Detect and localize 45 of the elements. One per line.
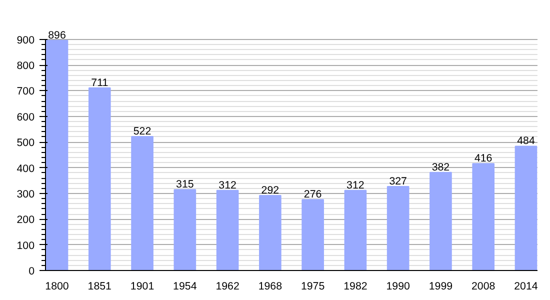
- bar: [131, 136, 154, 270]
- bar: [344, 190, 367, 270]
- data-label: 896: [48, 29, 66, 42]
- x-tick-label: 2008: [472, 280, 496, 292]
- x-tick-label: 1990: [386, 280, 410, 292]
- bar: [174, 189, 196, 270]
- data-label: 312: [218, 179, 237, 192]
- bar: [302, 199, 324, 270]
- x-tick-label: 1975: [300, 280, 325, 292]
- bar: [386, 186, 410, 270]
- y-tick-label: 200: [16, 214, 35, 226]
- bar: [259, 195, 282, 270]
- bar: [472, 163, 495, 270]
- data-label: 292: [261, 184, 280, 197]
- data-label: 484: [517, 135, 535, 148]
- data-label: 382: [432, 161, 450, 174]
- x-tick-label: 1968: [258, 280, 282, 292]
- y-tick-label: 0: [28, 266, 35, 278]
- x-tick-label: 1901: [130, 280, 154, 292]
- data-label: 327: [389, 176, 408, 188]
- x-tick-label: 1999: [428, 280, 453, 292]
- y-tick-label: 700: [16, 86, 35, 98]
- y-tick-label: 900: [16, 34, 35, 46]
- data-label: 416: [474, 152, 492, 165]
- y-tick-label: 400: [16, 162, 35, 175]
- x-tick-label: 1800: [45, 280, 69, 292]
- data-label: 315: [176, 178, 194, 191]
- data-label: 711: [91, 76, 108, 89]
- data-label: 276: [304, 188, 322, 201]
- y-tick-label: 100: [16, 240, 35, 252]
- bar: [88, 87, 111, 270]
- y-tick-label: 500: [16, 137, 35, 150]
- data-label: 522: [133, 125, 152, 138]
- data-label: 312: [346, 179, 364, 192]
- y-tick-label: 800: [16, 60, 35, 72]
- bar: [514, 146, 538, 270]
- x-tick-label: 2014: [514, 280, 538, 292]
- x-tick-label: 1954: [173, 280, 197, 292]
- y-tick-label: 600: [16, 111, 35, 124]
- bar: [430, 172, 452, 270]
- bar: [216, 190, 239, 270]
- x-tick-label: 1962: [216, 280, 240, 292]
- x-tick-label: 1982: [344, 280, 368, 292]
- y-tick-label: 300: [16, 188, 35, 200]
- x-tick-label: 1851: [88, 280, 112, 292]
